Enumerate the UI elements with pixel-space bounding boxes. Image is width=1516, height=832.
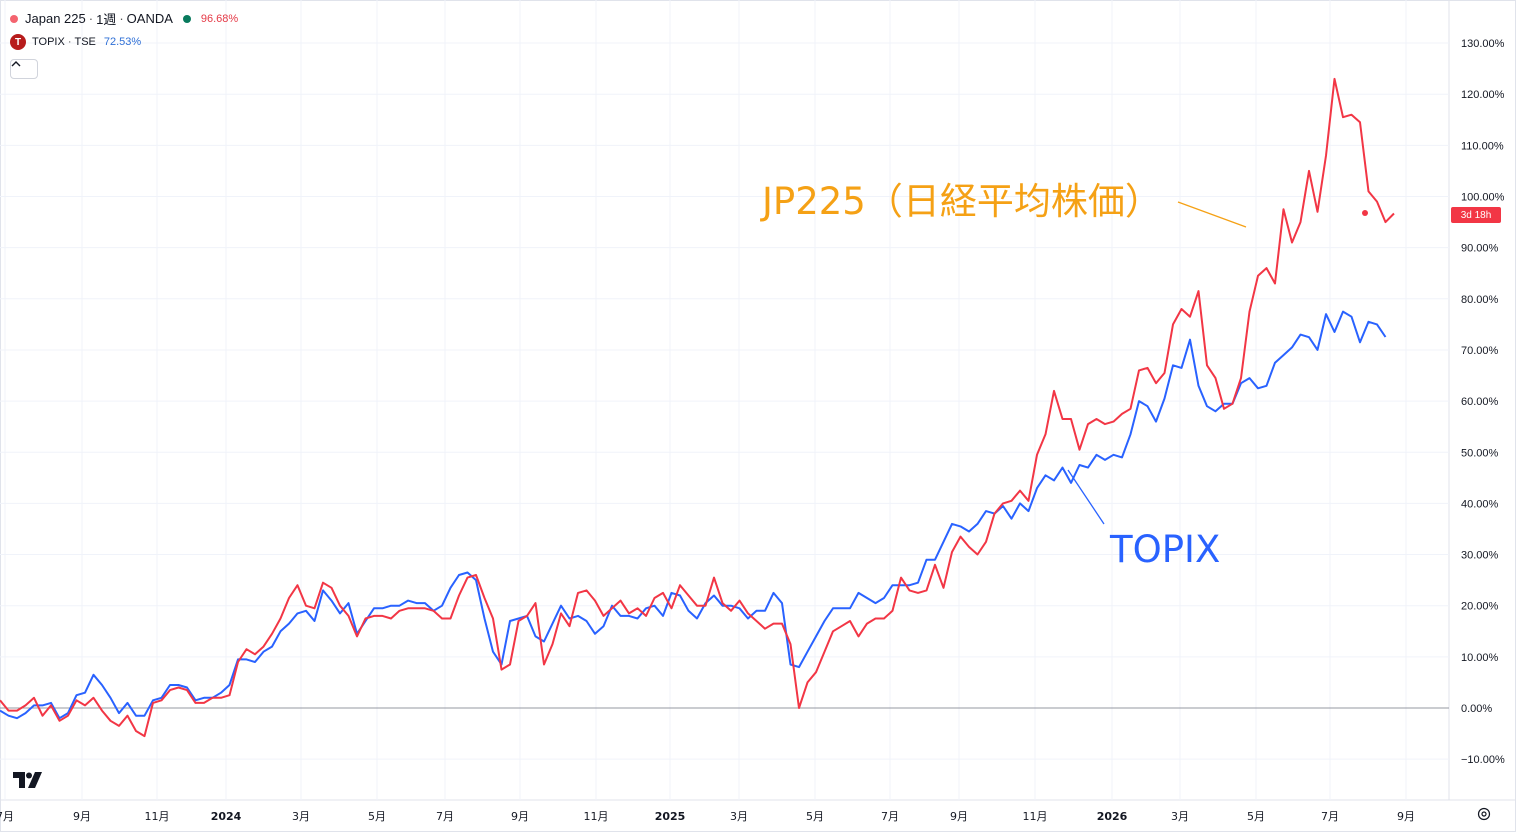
legend-separator: · [119, 11, 124, 26]
x-tick-label: 11月 [145, 810, 170, 823]
x-tick-label: 2026 [1097, 810, 1128, 823]
y-tick-label: 70.00% [1461, 345, 1499, 357]
legend-compare-exchange: TSE [74, 36, 96, 48]
x-tick-label: 11月 [584, 810, 609, 823]
x-tick-label: 3月 [730, 810, 748, 823]
x-tick-label: 2024 [211, 810, 242, 823]
x-tick-label: 5月 [368, 810, 386, 823]
chevron-up-icon [11, 61, 21, 67]
x-tick-label: 5月 [1247, 810, 1265, 823]
y-tick-label: −10.00% [1461, 754, 1505, 766]
legend-main-series[interactable]: Japan 225 · 1週 · OANDA 96.68% [10, 9, 238, 28]
y-tick-label: 60.00% [1461, 396, 1499, 408]
y-tick-label: 50.00% [1461, 447, 1499, 459]
topix-annotation-leader [1067, 469, 1105, 525]
jp225-annotation: JP225（日経平均株価） [762, 180, 1162, 223]
series-line-topix[interactable] [0, 310, 1387, 720]
jp225-annotation-leader [1177, 201, 1247, 228]
legend-main-value: 96.68% [200, 12, 239, 25]
x-tick-label: 7月 [436, 810, 454, 823]
y-tick-label: 100.00% [1461, 192, 1505, 204]
x-tick-label: 9月 [1397, 810, 1415, 823]
y-tick-label: 110.00% [1461, 140, 1504, 152]
y-tick-label: 130.00% [1461, 38, 1505, 50]
x-tick-label: 3月 [1171, 810, 1189, 823]
jp225-last-point [1362, 210, 1368, 216]
series-color-dot [10, 14, 18, 23]
x-tick-label: 7月 [0, 810, 14, 823]
y-tick-label: 80.00% [1461, 294, 1499, 306]
legend-separator: · [67, 36, 72, 48]
x-tick-label: 11月 [1023, 810, 1048, 823]
x-tick-label: 9月 [950, 810, 968, 823]
legend-collapse-button[interactable] [10, 59, 38, 79]
y-tick-label: 0.00% [1461, 703, 1492, 715]
y-tick-label: 120.00% [1461, 89, 1505, 101]
legend-main-interval: 1週 [96, 12, 117, 27]
countdown-price-tag: 3d 18h [1451, 207, 1501, 223]
y-tick-label: 40.00% [1461, 498, 1499, 510]
x-tick-label: 7月 [1321, 810, 1339, 823]
legend-main-title: Japan 225 [25, 11, 86, 26]
legend-compare-symbol: TOPIX [32, 36, 65, 48]
x-tick-label: 5月 [806, 810, 824, 823]
y-tick-label: 90.00% [1461, 243, 1499, 255]
x-tick-label: 3月 [292, 810, 310, 823]
y-tick-label: 30.00% [1461, 550, 1499, 562]
topix-annotation: TOPIX [1110, 528, 1221, 571]
legend-separator: · [88, 11, 94, 26]
legend-compare-value: 72.53% [103, 36, 142, 48]
market-status-dot [182, 14, 191, 23]
y-tick-label: 10.00% [1461, 652, 1499, 664]
legend-main-source: OANDA [126, 11, 173, 26]
legend-compare-series[interactable]: T TOPIX · TSE 72.53% [10, 34, 141, 50]
x-tick-label: 7月 [881, 810, 899, 823]
x-tick-label: 9月 [73, 810, 91, 823]
x-tick-label: 9月 [511, 810, 529, 823]
y-tick-label: 20.00% [1461, 601, 1499, 613]
topix-symbol-badge: T [10, 34, 26, 50]
series-line-japan-225[interactable] [0, 77, 1395, 738]
x-tick-label: 2025 [655, 810, 686, 823]
